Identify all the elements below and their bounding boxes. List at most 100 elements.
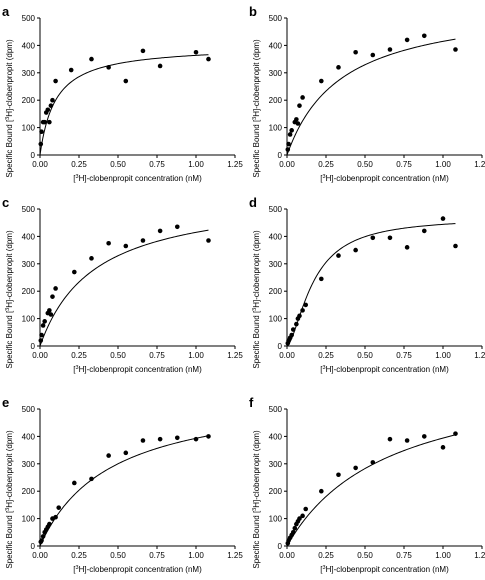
data-point xyxy=(40,323,46,328)
y-tick-label: 400 xyxy=(22,432,36,441)
data-point xyxy=(297,103,302,108)
data-point xyxy=(39,332,44,338)
data-point xyxy=(50,97,55,103)
y-tick-label: 400 xyxy=(269,432,283,441)
x-axis-title-post: H]-clobenpropit concentration (nM) xyxy=(326,174,450,183)
data-point xyxy=(292,525,298,531)
data-point xyxy=(89,56,94,62)
data-point xyxy=(40,534,46,539)
x-tick-label: 0.50 xyxy=(110,551,126,560)
data-point xyxy=(319,276,324,282)
y-axis-title-sup: 3 xyxy=(252,508,258,511)
data-point xyxy=(370,235,376,241)
x-tick-label: 1.25 xyxy=(227,351,243,360)
data-point xyxy=(319,488,324,494)
y-axis-title-post: H]-clobenpropit (dpm) xyxy=(252,230,261,308)
y-axis-title-sup: 3 xyxy=(252,308,258,311)
data-point xyxy=(387,436,393,442)
data-point xyxy=(370,52,376,58)
data-point xyxy=(285,147,291,152)
y-tick-label: 100 xyxy=(22,515,36,524)
x-axis-title-sup: 3 xyxy=(323,565,326,571)
x-tick-label: 0.00 xyxy=(32,351,48,360)
data-point xyxy=(140,238,146,243)
data-point xyxy=(300,308,305,313)
x-axis-title-pre: [ xyxy=(73,365,76,374)
x-axis-title: [3H]-clobenpropit concentration (nM) xyxy=(73,565,202,574)
panel-letter: b xyxy=(249,4,257,19)
x-tick-label: 0.50 xyxy=(357,551,373,560)
x-axis-title-pre: [ xyxy=(73,174,76,183)
y-tick-label: 400 xyxy=(269,232,283,241)
y-tick-label: 400 xyxy=(22,232,36,241)
data-point xyxy=(206,434,211,439)
x-axis-title: [3H]-clobenpropit concentration (nM) xyxy=(320,174,449,183)
y-tick-label: 0 xyxy=(31,342,36,351)
x-tick-label: 0.25 xyxy=(71,551,87,560)
x-axis-title-post: H]-clobenpropit concentration (nM) xyxy=(326,365,450,374)
x-tick-label: 1.00 xyxy=(188,351,204,360)
y-tick-label: 400 xyxy=(22,41,36,50)
y-tick-label: 0 xyxy=(278,542,283,551)
data-point xyxy=(353,49,358,55)
x-axis-title-sup: 3 xyxy=(76,174,79,180)
y-axis-title: Specific Bound [3H]-clobenpropit (dpm) xyxy=(5,230,14,369)
data-point xyxy=(174,435,180,441)
data-point xyxy=(89,256,94,261)
data-point xyxy=(47,308,52,313)
x-axis-title-sup: 3 xyxy=(323,365,326,371)
y-axis-title: Specific Bound [3H]-clobenpropit (dpm) xyxy=(252,39,261,178)
data-point xyxy=(193,436,199,442)
data-point xyxy=(45,107,51,113)
data-point xyxy=(404,37,410,43)
data-point xyxy=(206,238,211,243)
x-tick-label: 0.00 xyxy=(279,351,295,360)
y-tick-label: 100 xyxy=(22,315,36,324)
data-point xyxy=(47,521,52,527)
data-point xyxy=(287,132,293,137)
x-tick-label: 1.25 xyxy=(474,551,485,560)
y-axis-title-post: H]-clobenpropit (dpm) xyxy=(5,39,14,117)
data-point xyxy=(140,438,146,443)
x-tick-label: 0.25 xyxy=(318,351,334,360)
x-axis-title-sup: 3 xyxy=(76,365,79,371)
data-point xyxy=(421,434,427,439)
data-point xyxy=(53,78,58,84)
y-tick-label: 200 xyxy=(269,287,283,296)
y-axis-title-pre: Specific Bound [ xyxy=(252,510,261,569)
y-tick-label: 0 xyxy=(278,342,283,351)
y-tick-label: 0 xyxy=(31,542,36,551)
y-tick-label: 500 xyxy=(22,205,36,214)
y-tick-label: 200 xyxy=(269,96,283,105)
x-axis-title-post: H]-clobenpropit concentration (nM) xyxy=(79,365,203,374)
data-point xyxy=(106,65,111,70)
panel-letter: a xyxy=(2,4,10,19)
y-tick-label: 300 xyxy=(22,260,36,269)
x-tick-label: 0.25 xyxy=(318,160,334,169)
x-tick-label: 0.75 xyxy=(396,551,412,560)
x-tick-label: 1.25 xyxy=(474,160,485,169)
x-tick-label: 0.75 xyxy=(396,160,412,169)
data-point xyxy=(286,141,291,147)
data-point xyxy=(206,56,211,62)
data-point xyxy=(336,472,341,478)
y-axis-title-pre: Specific Bound [ xyxy=(252,119,261,178)
data-point xyxy=(290,530,296,535)
data-point xyxy=(294,117,299,122)
fit-curve xyxy=(286,434,456,547)
x-axis-title-post: H]-clobenpropit concentration (nM) xyxy=(326,565,450,574)
x-axis-title-sup: 3 xyxy=(323,174,326,180)
data-point xyxy=(290,327,296,332)
x-axis-title-post: H]-clobenpropit concentration (nM) xyxy=(79,565,203,574)
data-point xyxy=(39,129,44,135)
x-tick-label: 0.00 xyxy=(279,551,295,560)
data-point xyxy=(336,65,341,70)
data-point xyxy=(140,48,146,54)
x-axis-title-pre: [ xyxy=(320,174,323,183)
y-tick-label: 100 xyxy=(269,315,283,324)
y-axis-title-post: H]-clobenpropit (dpm) xyxy=(5,430,14,508)
y-axis-title-post: H]-clobenpropit (dpm) xyxy=(5,230,14,308)
data-point xyxy=(50,294,55,299)
y-axis-title-sup: 3 xyxy=(252,117,258,120)
